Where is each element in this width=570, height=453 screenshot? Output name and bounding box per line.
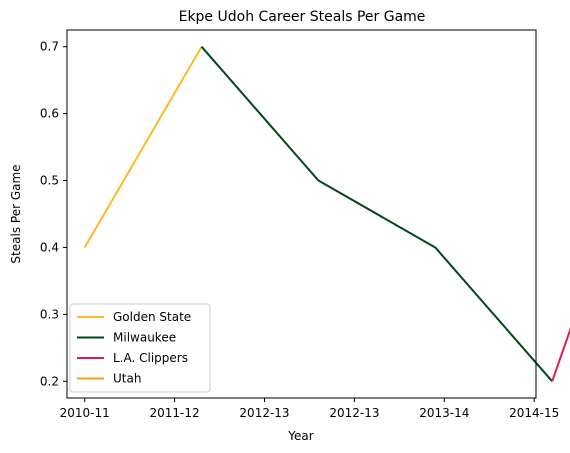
x-tick-label: 2012-13 bbox=[239, 406, 289, 420]
x-tick-label: 2012-13 bbox=[329, 406, 379, 420]
y-tick-label: 0.6 bbox=[40, 107, 59, 121]
y-tick-label: 0.7 bbox=[40, 40, 59, 54]
y-tick-label: 0.5 bbox=[40, 174, 59, 188]
x-tick-label: 2011-12 bbox=[150, 406, 200, 420]
y-tick-label: 0.3 bbox=[40, 307, 59, 321]
series-line-l-a-clippers bbox=[551, 327, 570, 382]
plot-frame bbox=[66, 29, 537, 399]
chart-title: Ekpe Udoh Career Steals Per Game bbox=[179, 9, 426, 25]
y-tick-label: 0.4 bbox=[40, 240, 59, 254]
legend-label-milwaukee: Milwaukee bbox=[113, 331, 176, 345]
legend-label-l-a-clippers: L.A. Clippers bbox=[113, 351, 188, 365]
x-axis-title: Year bbox=[287, 429, 313, 443]
legend-label-golden-state: Golden State bbox=[113, 310, 191, 324]
y-tick-label: 0.2 bbox=[40, 374, 59, 388]
series-line-golden-state bbox=[83, 46, 203, 249]
plot-area bbox=[83, 46, 570, 382]
series-line-milwaukee bbox=[200, 46, 553, 382]
x-tick-label: 2013-14 bbox=[419, 406, 469, 420]
legend: Golden State Milwaukee L.A. Clippers Utah bbox=[69, 303, 211, 393]
x-tick-label: 2010-11 bbox=[60, 406, 110, 420]
legend-label-utah: Utah bbox=[113, 372, 141, 386]
y-axis-title: Steals Per Game bbox=[9, 164, 23, 263]
legend-box bbox=[69, 303, 211, 393]
x-tick-label: 2014-15 bbox=[509, 406, 559, 420]
